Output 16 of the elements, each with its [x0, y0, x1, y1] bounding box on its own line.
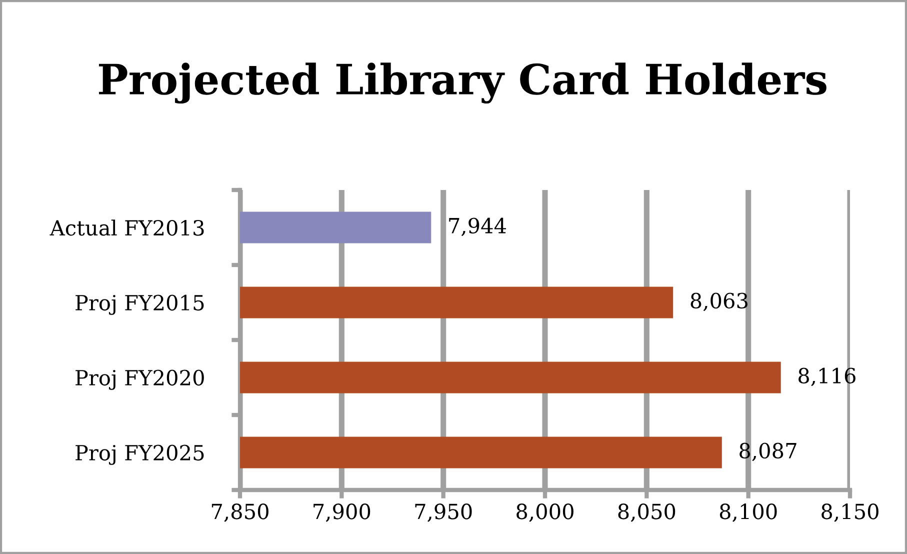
x-tick-label: 7,950 [415, 504, 472, 522]
x-tick-label: 8,100 [720, 504, 777, 522]
x-tick-label: 8,050 [618, 504, 676, 522]
y-tick-label: Actual FY2013 [50, 220, 204, 236]
chart-title: Projected Library Card Holders [98, 62, 826, 104]
y-tick-label: Proj FY2020 [76, 370, 204, 390]
x-tick-label: 8,150 [822, 504, 878, 522]
y-tick-label: Proj FY2015 [76, 294, 204, 315]
data-label: 8,116 [798, 368, 856, 386]
x-tick-label: 7,900 [314, 504, 370, 522]
y-tick-label: Proj FY2025 [76, 444, 204, 465]
data-label: 8,063 [690, 292, 748, 312]
data-label: 7,944 [449, 218, 506, 236]
data-label: 8,087 [740, 442, 796, 462]
x-tick-label: 8,000 [516, 504, 574, 522]
x-tick-label: 7,850 [212, 504, 268, 522]
